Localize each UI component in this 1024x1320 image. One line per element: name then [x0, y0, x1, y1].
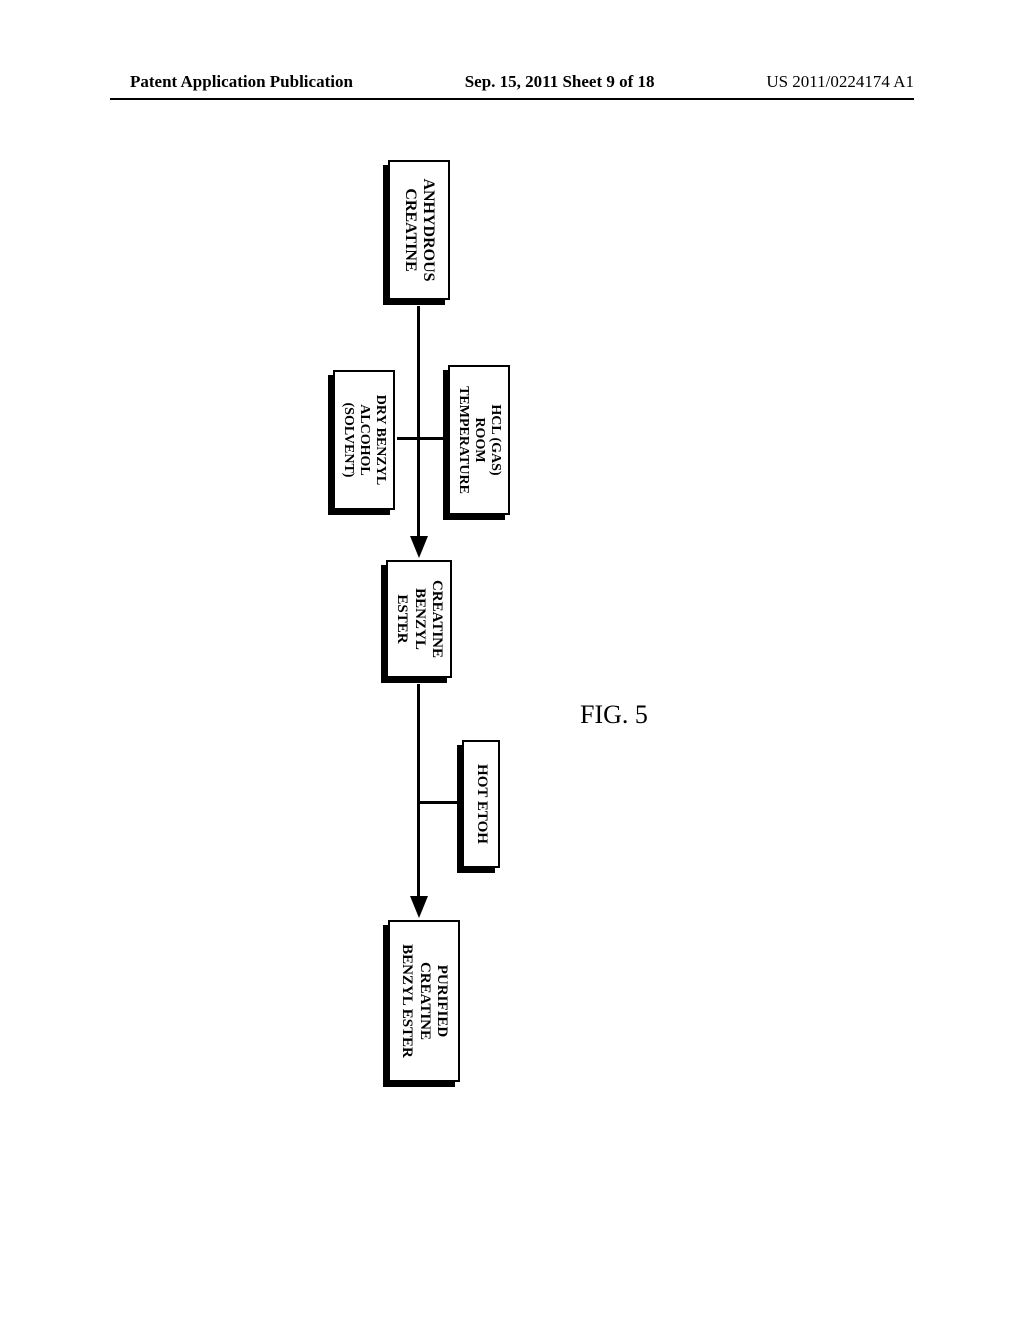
arrow-head-0 [410, 536, 428, 558]
node-text: BENZYL ESTER [398, 944, 415, 1058]
node-text: HOT ETOH [472, 764, 489, 844]
flow-node-n5: PURIFIEDCREATINEBENZYL ESTER [388, 920, 460, 1082]
arrow-head-1 [410, 896, 428, 918]
node-text: BENZYL [410, 588, 427, 650]
figure-caption: FIG. 5 [580, 700, 648, 730]
node-text: CREATINE [428, 580, 445, 658]
node-text: DRY BENZYL [372, 395, 388, 485]
flow-node-n2a: HCL (GAS)ROOMTEMPERATURE [448, 365, 510, 515]
arrow-1 [417, 684, 420, 896]
header-rule [110, 98, 914, 100]
node-text: CREATINE [401, 188, 419, 271]
node-text: CREATINE [415, 962, 432, 1040]
header-right: US 2011/0224174 A1 [766, 72, 914, 92]
flow-node-n2b: DRY BENZYLALCOHOL(SOLVENT) [333, 370, 395, 510]
flow-node-n3: CREATINEBENZYLESTER [386, 560, 452, 678]
node-text: HCL (GAS) [487, 404, 503, 475]
node-text: ROOM [471, 417, 487, 462]
node-text: ALCOHOL [356, 404, 372, 476]
node-text: ESTER [393, 594, 410, 643]
node-text: ANHYDROUS [419, 178, 437, 281]
header-center: Sep. 15, 2011 Sheet 9 of 18 [465, 72, 655, 92]
flowchart: ANHYDROUSCREATINEHCL (GAS)ROOMTEMPERATUR… [310, 160, 530, 1090]
node-text: (SOLVENT) [340, 403, 356, 478]
header-left: Patent Application Publication [130, 72, 353, 92]
flow-node-n1: ANHYDROUSCREATINE [388, 160, 450, 300]
arrow-0-stub-0 [397, 437, 446, 440]
arrow-0 [417, 306, 420, 536]
arrow-1-stub-0 [417, 801, 460, 804]
page-header: Patent Application Publication Sep. 15, … [0, 72, 1024, 92]
node-text: PURIFIED [433, 965, 450, 1038]
page: Patent Application Publication Sep. 15, … [0, 0, 1024, 1320]
diagram-container: ANHYDROUSCREATINEHCL (GAS)ROOMTEMPERATUR… [310, 160, 530, 1090]
node-text: TEMPERATURE [455, 386, 471, 494]
flow-node-n4: HOT ETOH [462, 740, 500, 868]
